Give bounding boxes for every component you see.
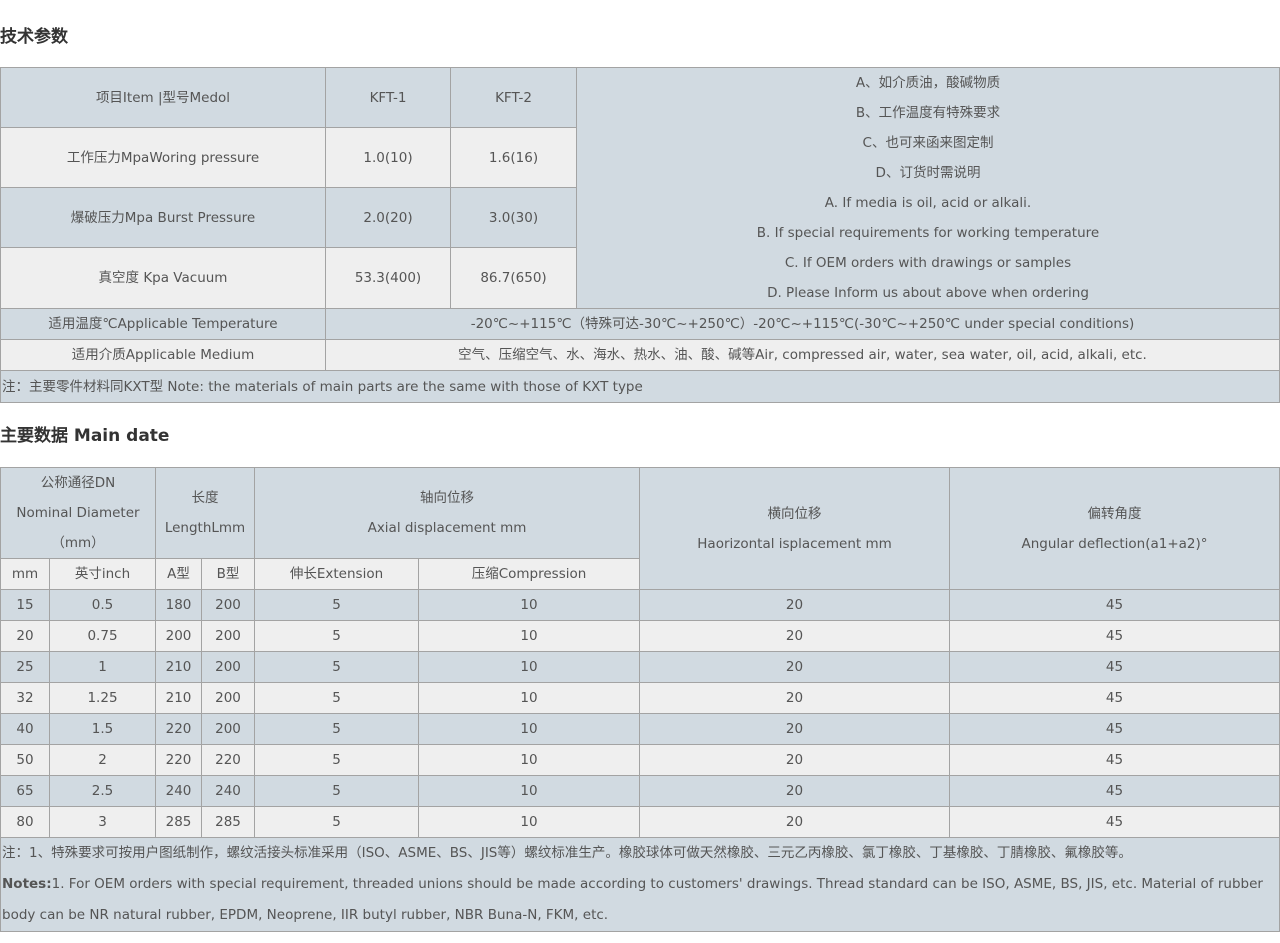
note-row: 注：主要零件材料同KXT型 Note: the materials of mai… [0, 370, 1280, 403]
table-cell: 45 [949, 682, 1280, 714]
table-cell: 25 [0, 651, 50, 683]
table-cell: 210 [155, 682, 202, 714]
table-cell: 5 [254, 744, 420, 776]
table-cell: 220 [155, 713, 202, 745]
table-cell: 10 [418, 744, 641, 776]
table-cell: 5 [254, 651, 420, 683]
table-cell: 45 [949, 744, 1280, 776]
table-cell: 40 [0, 713, 50, 745]
table-cell: 1 [49, 651, 156, 683]
table-cell: 200 [200, 713, 256, 745]
table-cell: 20 [0, 620, 50, 652]
table-cell: 200 [200, 651, 256, 683]
table-cell: 50 [0, 744, 50, 776]
table-cell: 45 [949, 589, 1280, 621]
table-row: 20 0.75 200 200 5 10 20 45 [0, 620, 1280, 652]
notes-row: 注：1、特殊要求可按用户图纸制作，螺纹活接头标准采用（ISO、ASME、BS、J… [0, 837, 1280, 932]
table-cell: 20 [639, 589, 951, 621]
table-cell: 45 [949, 775, 1280, 807]
header-kft1: KFT-1 [325, 67, 451, 128]
table-cell: 10 [418, 682, 641, 714]
table-cell: 65 [0, 775, 50, 807]
table-row: 15 0.5 180 200 5 10 20 45 [0, 589, 1280, 621]
table-cell: 20 [639, 620, 951, 652]
table-cell: 240 [155, 775, 202, 807]
table-row: 40 1.5 220 200 5 10 20 45 [0, 713, 1280, 745]
table-cell: 45 [949, 806, 1280, 838]
table-cell: 210 [155, 651, 202, 683]
table-cell: 3 [49, 806, 156, 838]
table-cell: 2 [49, 744, 156, 776]
note-cn: 注：1、特殊要求可按用户图纸制作，螺纹活接头标准采用（ISO、ASME、BS、J… [2, 845, 1132, 861]
table-cell: 10 [418, 775, 641, 807]
table-cell: 0.5 [49, 589, 156, 621]
table-cell: 45 [949, 713, 1280, 745]
header-kft2: KFT-2 [450, 67, 577, 128]
header-dn: 公称通径DN Nominal Diameter （mm） [0, 467, 156, 559]
table-cell: 220 [200, 744, 256, 776]
table-cell: 200 [200, 589, 256, 621]
table-cell: 10 [418, 806, 641, 838]
remarks-cell: A、如介质油，酸碱物质 B、工作温度有特殊要求 C、也可来函来图定制 D、订货时需说明… [576, 67, 1280, 309]
header-length: 长度 LengthLmm [154, 467, 256, 559]
table-cell: 10 [418, 713, 641, 745]
table-row: 25 1 210 200 5 10 20 45 [0, 651, 1280, 683]
table-cell: 5 [254, 620, 420, 652]
table-cell: 5 [254, 806, 420, 838]
note-en: Notes:1. For OEM orders with special req… [2, 876, 1263, 923]
table-row: 50 2 220 220 5 10 20 45 [0, 744, 1280, 776]
table-cell: 5 [254, 589, 420, 621]
table-cell: 10 [418, 589, 641, 621]
table-cell: 20 [639, 775, 951, 807]
section-title-main-data: 主要数据 Main date [0, 426, 170, 446]
table-cell: 45 [949, 651, 1280, 683]
table-cell: 240 [200, 775, 256, 807]
table-cell: 285 [200, 806, 256, 838]
table-cell: 10 [418, 620, 641, 652]
medium-row: 适用介质Applicable Medium 空气、压缩空气、水、海水、热水、油、酸… [0, 339, 1280, 371]
main-data-table: 公称通径DN Nominal Diameter （mm） 长度 LengthLmm 轴… [0, 467, 1280, 932]
table-cell: 20 [639, 651, 951, 683]
table-cell: 20 [639, 713, 951, 745]
header-angular: 偏转角度 Angular deflection(a1+a2)° [949, 467, 1280, 590]
header-axial: 轴向位移 Axial displacement mm [254, 467, 641, 559]
table-cell: 180 [155, 589, 202, 621]
table-cell: 45 [949, 620, 1280, 652]
table-cell: 285 [155, 806, 202, 838]
table-row: 32 1.25 210 200 5 10 20 45 [0, 682, 1280, 714]
table-row: 65 2.5 240 240 5 10 20 45 [0, 775, 1280, 807]
table-cell: 15 [0, 589, 50, 621]
table-cell: 200 [200, 620, 256, 652]
table-cell: 5 [254, 713, 420, 745]
table-cell: 200 [155, 620, 202, 652]
table-cell: 5 [254, 682, 420, 714]
table-cell: 80 [0, 806, 50, 838]
table-cell: 220 [155, 744, 202, 776]
table-cell: 20 [639, 744, 951, 776]
temperature-row: 适用温度℃Applicable Temperature -20℃~+115℃（特殊… [0, 308, 1280, 340]
table-row: 80 3 285 285 5 10 20 45 [0, 806, 1280, 838]
table-cell: 200 [200, 682, 256, 714]
table-cell: 1.5 [49, 713, 156, 745]
table-cell: 5 [254, 775, 420, 807]
table-cell: 2.5 [49, 775, 156, 807]
header-item: 项目Item |型号Medol [0, 67, 326, 128]
table-cell: 20 [639, 682, 951, 714]
tech-params-table: 项目Item |型号Medol KFT-1 KFT-2 A、如介质油，酸碱物质 B… [0, 67, 1280, 403]
header-lateral: 横向位移 Haorizontal isplacement mm [639, 467, 951, 590]
table-cell: 1.25 [49, 682, 156, 714]
table-cell: 10 [418, 651, 641, 683]
table-cell: 0.75 [49, 620, 156, 652]
table-cell: 32 [0, 682, 50, 714]
section-title-tech-params: 技术参数 [0, 27, 68, 47]
table-cell: 20 [639, 806, 951, 838]
